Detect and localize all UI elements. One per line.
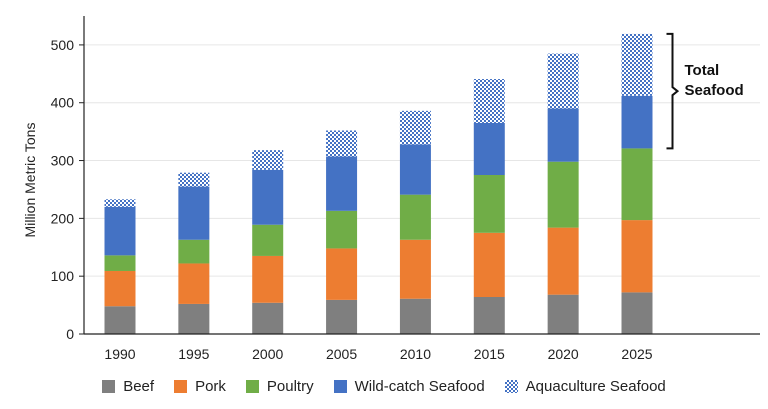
stacked-bar-chart: 0 100 200 300 400 500 1990 1995 2000 2005 2010 2015… — [22, 16, 760, 362]
bar-segment-wild-catch-seafood — [252, 169, 284, 225]
bar-segment-wild-catch-seafood — [326, 156, 358, 211]
seafood-brace — [666, 32, 680, 150]
legend-swatch — [174, 379, 188, 393]
x-tick-label: 2015 — [474, 346, 505, 362]
bar-segment-wild-catch-seafood — [104, 206, 136, 256]
legend-item-pork: Pork — [174, 378, 226, 395]
legend-label: Poultry — [266, 377, 314, 395]
x-tick-label: 2000 — [252, 346, 283, 362]
bar-segment-beef — [547, 294, 579, 334]
legend-swatch — [245, 379, 259, 393]
bar-segment-beef — [104, 306, 136, 334]
legend-label: Wild-catch Seafood — [354, 377, 485, 395]
bar-segment-beef — [252, 302, 284, 334]
bar-segment-poultry — [473, 175, 505, 233]
bar-segment-pork — [399, 239, 431, 299]
bar-segment-beef — [621, 292, 653, 334]
bar-segment-beef — [399, 298, 431, 334]
bar-segment-pork — [252, 255, 284, 303]
bar-segment-aquaculture-seafood — [399, 110, 431, 145]
x-tick-label: 2025 — [621, 346, 652, 362]
legend-item-beef: Beef — [102, 378, 154, 395]
y-axis-label: Million Metric Tons — [22, 123, 38, 238]
y-tick-label: 500 — [51, 37, 75, 53]
bar-segment-beef — [178, 303, 210, 334]
annotation-text-line: Seafood — [685, 82, 744, 99]
bar-segment-pork — [547, 227, 579, 295]
y-tick-label: 400 — [51, 95, 75, 111]
x-tick-label: 2020 — [548, 346, 579, 362]
y-tick-label: 0 — [66, 326, 74, 342]
bar-segment-aquaculture-seafood — [621, 33, 653, 96]
bar-segment-poultry — [178, 239, 210, 264]
legend-item-poultry: Poultry — [245, 377, 314, 395]
bar-segment-wild-catch-seafood — [547, 108, 579, 162]
y-tick-label: 100 — [51, 268, 75, 284]
annotation-text-line: Total — [685, 62, 720, 79]
bar-segment-pork — [104, 270, 136, 307]
legend: Beef Pork Poultry Wild-catch Seafood Aquacul… — [0, 371, 768, 401]
bar-segment-beef — [473, 296, 505, 334]
bar-segment-pork — [178, 263, 210, 304]
bar-segment-poultry — [104, 255, 136, 271]
bar-segment-wild-catch-seafood — [178, 186, 210, 240]
legend-label: Pork — [195, 377, 226, 395]
bar-segment-beef — [326, 299, 358, 334]
legend-swatch — [102, 379, 116, 393]
bar-segment-poultry — [252, 224, 284, 256]
bar-segment-wild-catch-seafood — [399, 144, 431, 195]
bar-segment-wild-catch-seafood — [621, 95, 653, 149]
legend-swatch — [504, 379, 518, 393]
bar-segment-poultry — [399, 194, 431, 240]
x-tick-label: 1995 — [178, 346, 209, 362]
legend-label: Beef — [123, 377, 155, 395]
bar-segment-aquaculture-seafood — [473, 79, 505, 123]
legend-swatch — [333, 379, 347, 393]
x-tick-label: 2010 — [400, 346, 431, 362]
bar-segment-pork — [326, 248, 358, 300]
bar-segment-aquaculture-seafood — [178, 172, 210, 187]
bar-segment-aquaculture-seafood — [252, 150, 284, 170]
bar-segment-poultry — [326, 210, 358, 249]
legend-label: Aquaculture Seafood — [525, 377, 666, 395]
bar-segment-poultry — [547, 161, 579, 228]
total-seafood-annotation: Total Seafood — [666, 32, 744, 150]
bar-segment-aquaculture-seafood — [326, 130, 358, 157]
y-tick-label: 300 — [51, 153, 75, 169]
bars — [104, 33, 653, 334]
bar-segment-aquaculture-seafood — [104, 199, 136, 207]
bar-segment-aquaculture-seafood — [547, 53, 579, 109]
legend-item-wild-catch-seafood: Wild-catch Seafood — [333, 377, 485, 395]
bar-segment-pork — [621, 220, 653, 293]
bar-segment-pork — [473, 232, 505, 297]
x-tick-label: 2005 — [326, 346, 357, 362]
axes: 0 100 200 300 400 500 1990 1995 2000 2005 2010 2015… — [51, 16, 760, 362]
bar-segment-poultry — [621, 148, 653, 221]
y-tick-label: 200 — [51, 210, 75, 226]
x-tick-label: 1990 — [104, 346, 135, 362]
legend-item-aquaculture-seafood: Aquaculture Seafood — [504, 377, 666, 395]
bar-segment-wild-catch-seafood — [473, 122, 505, 175]
